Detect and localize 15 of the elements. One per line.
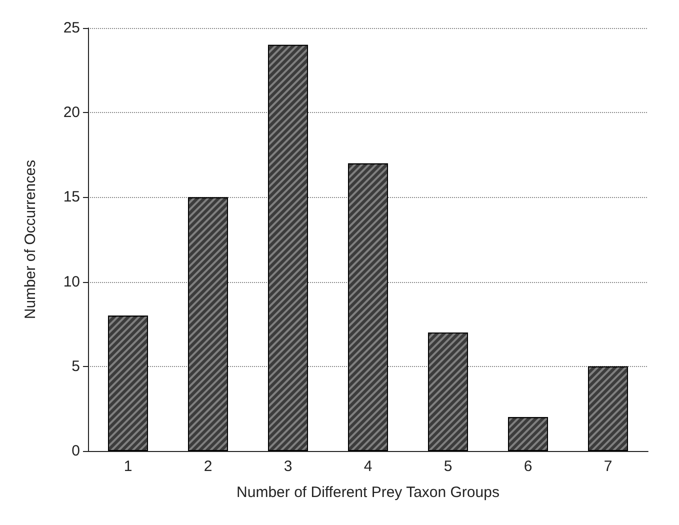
x-tick-label: 6 [524,458,532,475]
y-tick-label: 25 [63,20,80,36]
y-axis-title: Number of Occurrences [22,160,39,320]
x-tick-label: 1 [124,458,132,475]
y-tick-label: 20 [63,104,80,122]
x-tick-label: 2 [204,458,212,475]
x-tick-label: 3 [284,458,292,475]
x-tick-label: 5 [444,458,452,475]
y-tick-label: 0 [72,442,80,460]
y-tick-label: 10 [63,273,80,290]
x-tick-label: 7 [604,458,612,475]
y-tick-label: 5 [72,358,80,375]
y-tick-label: 15 [63,188,80,206]
x-axis-title: Number of Different Prey Taxon Groups [236,484,500,501]
x-tick-label: 4 [364,458,372,475]
